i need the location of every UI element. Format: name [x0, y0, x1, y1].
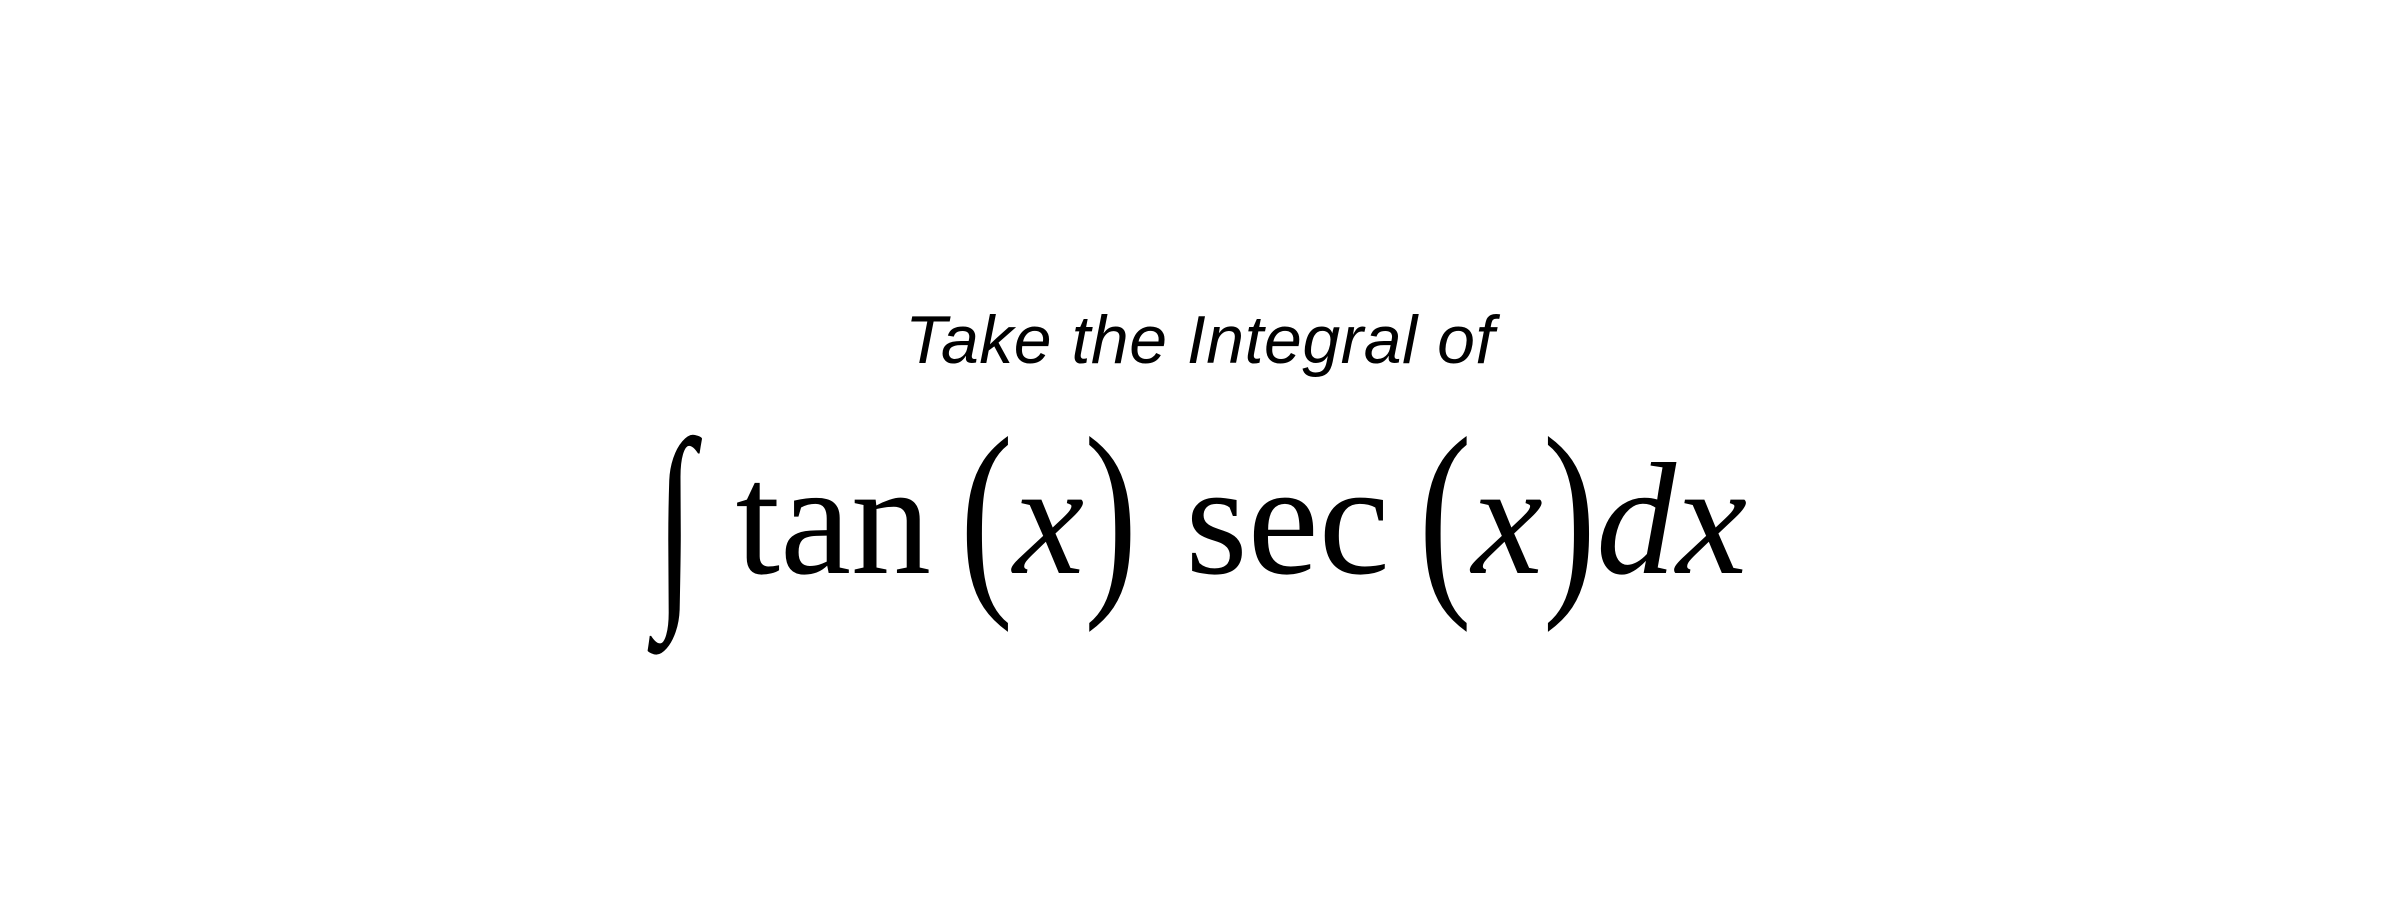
- open-paren-1: (: [960, 405, 1013, 621]
- function-sec: sec: [1185, 439, 1389, 599]
- close-paren-1: ): [1084, 405, 1137, 621]
- variable-x-2: x: [1472, 439, 1543, 599]
- open-paren-2: (: [1418, 405, 1471, 621]
- differential-dx: dx: [1596, 439, 1747, 599]
- prompt-text: Take the Integral of: [905, 301, 1495, 379]
- function-tan: tan: [736, 439, 931, 599]
- integral-sign: ∫: [655, 407, 694, 631]
- close-paren-2: ): [1543, 405, 1596, 621]
- integral-expression: ∫ tan ( x ) sec ( x ) dx: [653, 439, 1747, 599]
- page: Take the Integral of ∫ tan ( x ) sec ( x…: [0, 0, 2400, 900]
- variable-x-1: x: [1013, 439, 1084, 599]
